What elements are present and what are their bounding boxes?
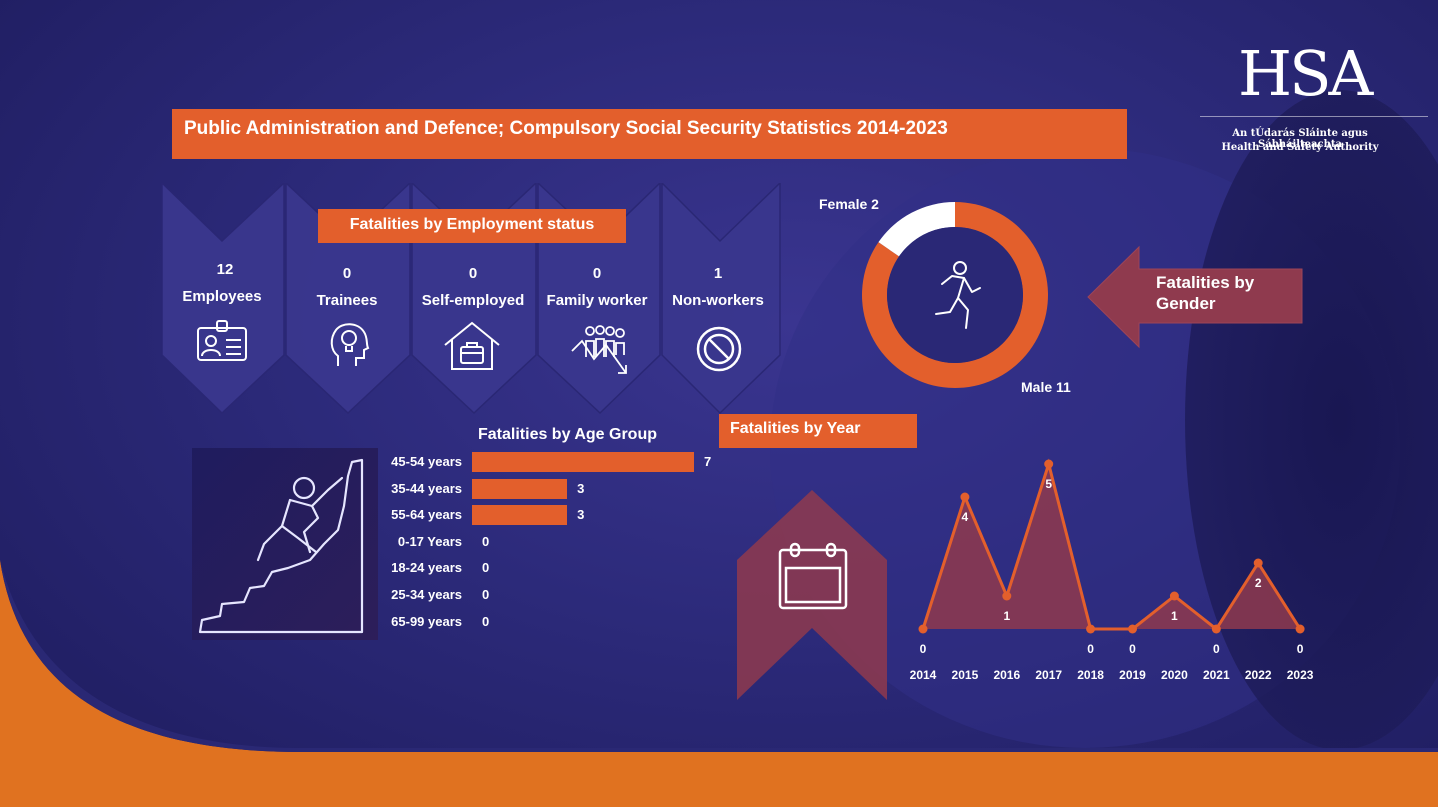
age-tick-label: 25-34 years — [391, 587, 462, 602]
gender-title: Fatalities by Gender — [1156, 272, 1296, 314]
age-data-label: 3 — [577, 480, 585, 496]
chevron-employees — [161, 183, 285, 415]
trainees-value: 0 — [342, 265, 352, 282]
calendar-chevron — [737, 490, 887, 700]
year-tick-label: 2021 — [1203, 668, 1230, 682]
year-point — [1128, 624, 1137, 634]
employees-label: Employees — [182, 288, 262, 305]
donut-hole — [887, 227, 1023, 363]
age-data-label: 0 — [482, 613, 490, 629]
year-area — [923, 464, 1301, 629]
year-tick-label: 2017 — [1035, 668, 1062, 682]
year-point — [1295, 624, 1305, 634]
year-tick-label: 2019 — [1119, 668, 1146, 682]
non-workers-label: Non-workers — [672, 292, 764, 309]
gender-title-line1: Fatalities by — [1156, 273, 1255, 292]
family-worker-value: 0 — [592, 265, 602, 282]
donut-slice-female — [878, 202, 955, 257]
house-briefcase-icon — [444, 321, 500, 370]
year-tick-label: 2020 — [1161, 668, 1188, 682]
year-data-label: 0 — [1297, 642, 1304, 656]
year-area-chart: 0 2014 4 2015 1 2016 5 2017 0 2018 0 2019 1 2020 0 2021… — [910, 458, 1314, 682]
year-tick-label: 2022 — [1245, 668, 1272, 682]
age-bar — [472, 505, 568, 526]
year-line — [921, 458, 1302, 632]
year-tick-label: 2015 — [952, 668, 979, 682]
logo-divider — [1200, 116, 1428, 117]
age-title: Fatalities by Age Group — [478, 426, 657, 443]
year-point — [1086, 624, 1096, 634]
self-employed-value: 0 — [468, 265, 478, 282]
age-tick-label: 35-44 years — [391, 480, 462, 496]
logo-subtitle-irish: An tÚdarás Sláinte agus Sábháilteachta — [1232, 128, 1368, 150]
age-data-label: 0 — [482, 560, 490, 576]
year-title: Fatalities by Year — [719, 414, 917, 448]
family-group-icon — [571, 325, 627, 374]
year-point — [1002, 591, 1012, 601]
age-tick-label: 65-99 years — [391, 613, 462, 629]
employees-value: 12 — [216, 261, 234, 278]
hsa-logo: HSA — [1238, 37, 1373, 110]
self-employed-label: Self-employed — [421, 292, 525, 309]
year-data-label: 0 — [1213, 642, 1220, 656]
age-tick-label: 55-64 years — [391, 507, 462, 523]
no-entry-icon — [696, 326, 742, 372]
page-title: Public Administration and Defence; Compu… — [172, 109, 1127, 159]
year-point — [918, 624, 928, 634]
year-point — [1211, 624, 1221, 634]
gender-title-line2: Gender — [1156, 294, 1216, 313]
year-point — [1169, 591, 1179, 601]
year-tick-label: 2023 — [1287, 668, 1314, 682]
trainees-label: Trainees — [316, 292, 378, 309]
year-point — [1253, 558, 1263, 568]
gender-arrow — [1087, 245, 1303, 349]
male-label: Male 11 — [1021, 379, 1071, 395]
year-tick-label: 2016 — [993, 668, 1020, 682]
climber-icon — [198, 458, 364, 634]
family-worker-label: Family worker — [546, 292, 648, 309]
logo-subtitle-english: Health and Safety Authority — [1221, 142, 1379, 153]
age-data-label: 7 — [704, 454, 712, 469]
climber-panel — [192, 448, 378, 640]
year-point — [960, 492, 970, 502]
non-workers-value: 1 — [713, 265, 723, 282]
year-data-label: 1 — [1003, 609, 1010, 623]
employment-title: Fatalities by Employment status — [318, 209, 626, 243]
year-data-label: 0 — [920, 642, 927, 656]
age-bar — [472, 478, 568, 499]
age-data-label: 3 — [577, 507, 585, 523]
year-data-label: 1 — [1171, 609, 1178, 623]
year-tick-label: 2018 — [1077, 668, 1104, 682]
age-tick-label: 45-54 years — [391, 454, 462, 469]
year-data-label: 2 — [1255, 576, 1262, 590]
year-data-label: 0 — [1129, 642, 1136, 656]
calendar-icon — [778, 542, 848, 610]
id-card-icon — [197, 320, 247, 361]
running-person-icon — [935, 261, 981, 329]
year-data-label: 4 — [962, 510, 969, 524]
age-data-label: 0 — [482, 587, 490, 602]
year-tick-label: 2014 — [910, 668, 937, 682]
gender-donut-chart — [862, 202, 1048, 388]
head-lightbulb-icon — [330, 323, 370, 366]
chevron-non-workers — [661, 183, 781, 415]
age-data-label: 0 — [482, 533, 490, 549]
age-bar-chart: 45-54 years 7 35-44 years 3 55-64 years 3 0-17… — [352, 452, 732, 636]
year-data-label: 5 — [1045, 477, 1052, 491]
year-point — [1044, 459, 1054, 469]
age-bar — [472, 452, 694, 472]
year-data-label: 0 — [1087, 642, 1094, 656]
age-tick-label: 0-17 Years — [397, 533, 462, 549]
age-tick-label: 18-24 years — [391, 560, 462, 576]
female-label: Female 2 — [819, 196, 879, 212]
